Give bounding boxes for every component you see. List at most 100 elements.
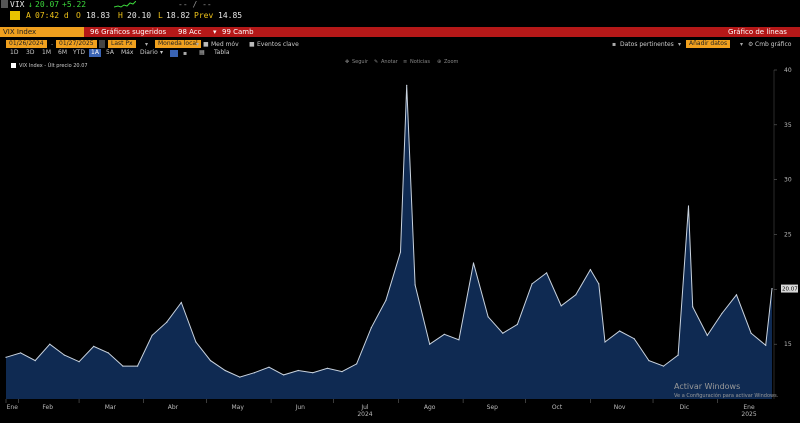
series-area bbox=[6, 85, 772, 400]
open-value: 18.83 bbox=[86, 11, 111, 20]
data-point bbox=[429, 343, 431, 345]
x-tick-label: Feb bbox=[42, 404, 53, 411]
y-tick-label: 25 bbox=[784, 232, 792, 239]
data-point bbox=[341, 371, 343, 373]
data-point bbox=[546, 272, 548, 274]
data-point bbox=[195, 341, 197, 343]
legend-label: VIX Index - Últ precio 20.07 bbox=[19, 63, 88, 69]
net-change: +5.22 bbox=[62, 0, 87, 9]
period-3d[interactable]: 3D bbox=[26, 49, 35, 56]
data-point bbox=[239, 376, 241, 378]
legend-swatch[interactable] bbox=[11, 63, 16, 68]
currency-selector[interactable]: Moneda local bbox=[155, 40, 201, 48]
x-tick-label: Jul bbox=[360, 404, 369, 411]
price-chart[interactable]: 15 2025 30 35 40 20.07 Ene Feb Mar Abr May Jun Jul A… bbox=[0, 62, 800, 423]
period-max[interactable]: Máx bbox=[121, 49, 134, 56]
legend: VIX Index - Últ precio 20.07 bbox=[0, 62, 800, 70]
period-5a[interactable]: 5A bbox=[106, 49, 114, 56]
data-point bbox=[312, 372, 314, 374]
period-6m[interactable]: 6M bbox=[58, 49, 67, 56]
prev-label: Prev bbox=[194, 11, 214, 20]
follow-icon[interactable]: ✥ bbox=[345, 59, 350, 65]
chart-toolbar: ✥ Seguir ✎ Anotar ≡ Noticias ⊕ Zoom bbox=[0, 58, 800, 67]
period-ytd[interactable]: YTD bbox=[73, 49, 85, 56]
table-button[interactable]: Tabla bbox=[214, 49, 230, 56]
high-value: 20.10 bbox=[127, 11, 152, 20]
chevron-down-icon[interactable]: ▾ bbox=[213, 28, 217, 36]
data-point bbox=[604, 341, 606, 343]
menu-acciones[interactable]: 98 Acc bbox=[178, 28, 202, 36]
security-icon[interactable] bbox=[1, 0, 8, 8]
y-tick-label: 40 bbox=[784, 67, 792, 74]
candle-icon[interactable] bbox=[170, 50, 178, 57]
bid-ask-dashes: -- / -- bbox=[178, 0, 212, 9]
data-point bbox=[771, 288, 773, 290]
data-point bbox=[78, 361, 80, 363]
add-data-button[interactable]: Añadir datos bbox=[686, 40, 731, 48]
data-point bbox=[414, 284, 416, 286]
windows-watermark: Activar Windows Ve a Configuración para … bbox=[674, 382, 779, 399]
field-selector[interactable]: Last Px bbox=[108, 40, 136, 48]
x-tick-label: Ene bbox=[7, 404, 19, 411]
gear-icon[interactable]: ⚙ bbox=[748, 41, 754, 48]
y-tick-label: 15 bbox=[784, 341, 792, 348]
zoom-icon[interactable]: ⊕ bbox=[437, 59, 442, 65]
security-field[interactable]: VIX Index bbox=[3, 28, 37, 36]
data-point bbox=[692, 306, 694, 308]
alert-icon[interactable] bbox=[10, 11, 20, 20]
zoom-button[interactable]: Zoom bbox=[444, 59, 459, 65]
data-point bbox=[487, 316, 489, 318]
menu-cambiar[interactable]: 99 Camb bbox=[222, 28, 254, 36]
last-value-marker bbox=[781, 284, 798, 293]
frequency-selector[interactable]: Diario bbox=[140, 49, 158, 56]
controls-bar: 01/26/2024 - 01/27/2025 Last Px ▾ Moneda… bbox=[0, 40, 800, 49]
data-point bbox=[662, 365, 665, 367]
grid-icon[interactable]: ▪ bbox=[183, 50, 188, 57]
data-point bbox=[20, 352, 22, 354]
x-tick-label: Jun bbox=[295, 404, 306, 411]
start-date-field[interactable]: 01/26/2024 bbox=[6, 40, 47, 48]
data-point bbox=[370, 327, 372, 329]
annotate-button[interactable]: Anotar bbox=[381, 59, 398, 65]
checkbox-icon[interactable]: ■ bbox=[203, 41, 209, 48]
data-point bbox=[560, 305, 562, 307]
data-point bbox=[166, 321, 168, 323]
data-point bbox=[93, 345, 95, 347]
key-events-toggle[interactable]: Eventos clave bbox=[257, 41, 299, 48]
checkbox-icon[interactable]: ■ bbox=[249, 41, 255, 48]
data-point bbox=[224, 369, 226, 372]
data-point bbox=[516, 323, 519, 325]
chart-type-menu[interactable]: Cmb gráfico bbox=[755, 41, 792, 48]
grid-icon[interactable]: ▪ bbox=[612, 41, 617, 48]
open-label: O bbox=[76, 11, 81, 20]
news-icon[interactable]: ≡ bbox=[403, 59, 408, 65]
period-1d[interactable]: 1D bbox=[10, 49, 19, 56]
x-tick-label: Ene bbox=[743, 404, 755, 411]
end-date-field[interactable]: 01/27/2025 bbox=[56, 40, 97, 48]
data-point bbox=[472, 262, 475, 264]
data-point bbox=[458, 339, 460, 341]
data-point bbox=[136, 365, 139, 367]
data-point bbox=[406, 84, 408, 86]
menu-graficos-sugeridos[interactable]: 96 Gráficos sugeridos bbox=[90, 28, 167, 36]
news-button[interactable]: Noticias bbox=[410, 59, 430, 65]
data-point bbox=[687, 205, 690, 207]
data-point bbox=[253, 372, 255, 374]
data-point bbox=[750, 332, 752, 334]
table-icon[interactable]: ▦ bbox=[199, 49, 205, 56]
moving-average-toggle[interactable]: Med móv bbox=[211, 41, 239, 48]
data-point bbox=[5, 356, 7, 358]
relevant-data-menu[interactable]: Datos pertinentes bbox=[620, 41, 674, 48]
low-value: 18.82 bbox=[166, 11, 191, 20]
follow-button[interactable]: Seguir bbox=[352, 59, 369, 65]
period-1a[interactable]: 1A bbox=[89, 49, 101, 57]
x-year-label: 2025 bbox=[741, 411, 756, 418]
calendar-icon[interactable] bbox=[99, 40, 105, 48]
data-point bbox=[633, 338, 635, 340]
annotate-icon[interactable]: ✎ bbox=[374, 59, 379, 65]
data-point bbox=[209, 360, 212, 362]
data-point bbox=[648, 360, 650, 362]
period-1m[interactable]: 1M bbox=[42, 49, 51, 56]
data-point bbox=[34, 360, 36, 362]
high-label: H bbox=[118, 11, 123, 20]
